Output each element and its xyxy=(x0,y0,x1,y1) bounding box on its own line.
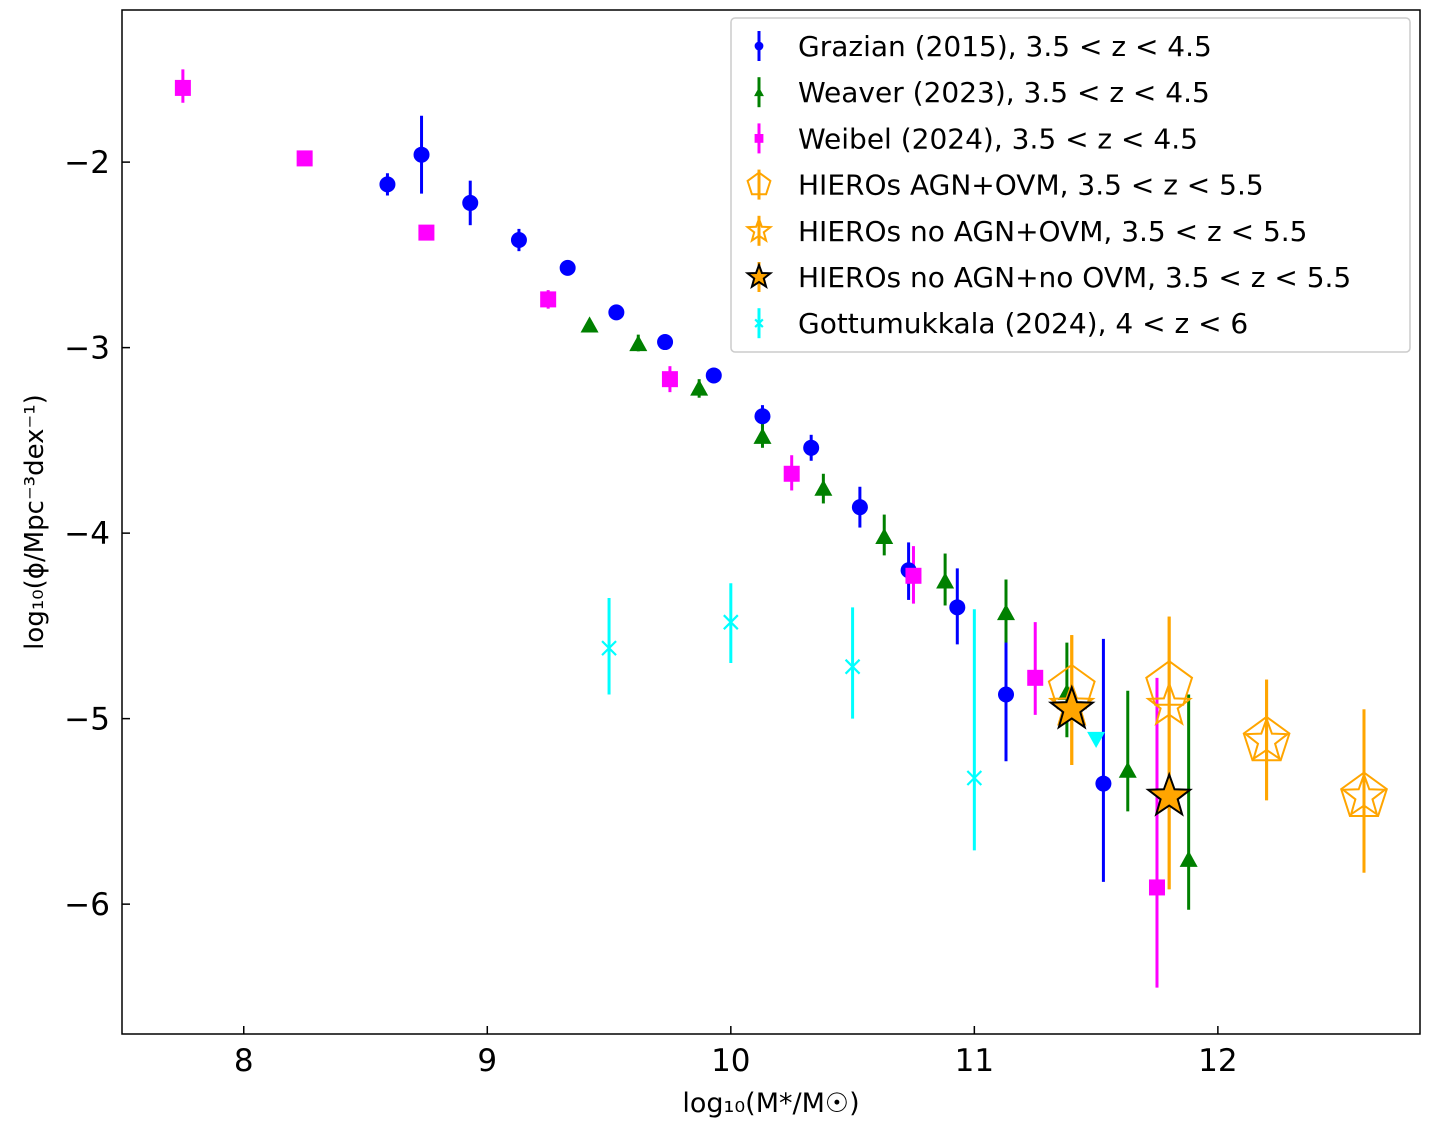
data-point-series-1 xyxy=(559,259,576,276)
x-tick-label: 11 xyxy=(955,1043,994,1079)
data-point-series-2 xyxy=(1118,761,1137,778)
x-tick-label: 9 xyxy=(477,1043,497,1079)
data-point-series-6 xyxy=(1145,771,1193,817)
data-point-series-4 xyxy=(1145,659,1194,706)
legend-marker-3 xyxy=(754,134,764,143)
data-point-series-1 xyxy=(803,439,820,456)
data-point-series-3 xyxy=(174,79,191,96)
legend-marker-6 xyxy=(744,262,774,290)
data-point-series-7 xyxy=(966,770,983,786)
data-point-series-3 xyxy=(296,150,313,167)
legend: Grazian (2015), 3.5 < z < 4.5 Weaver (202… xyxy=(730,17,1411,353)
upper-limit-marker xyxy=(1087,731,1106,749)
legend-marker-5 xyxy=(744,215,774,243)
data-point-series-4 xyxy=(1242,715,1291,762)
y-tick-label: −3 xyxy=(64,331,110,367)
legend-frame xyxy=(730,17,1411,353)
data-point-series-3 xyxy=(783,465,800,482)
data-point-series-3 xyxy=(661,371,678,388)
data-point-series-4 xyxy=(1340,771,1388,817)
legend-label-7: Gottumukkala (2024), 4 < z < 6 xyxy=(798,307,1248,340)
legend-marker-2 xyxy=(754,87,764,97)
x-tick-label: 12 xyxy=(1198,1043,1237,1079)
data-point-series-1 xyxy=(462,194,479,211)
data-point-series-1 xyxy=(705,367,722,384)
data-point-series-1 xyxy=(998,686,1015,703)
data-point-series-2 xyxy=(1179,850,1198,867)
data-point-series-7 xyxy=(723,614,739,630)
data-point-series-1 xyxy=(1095,775,1112,792)
data-point-series-3 xyxy=(1027,669,1044,686)
legend-label-3: Weibel (2024), 3.5 < z < 4.5 xyxy=(798,122,1198,155)
data-point-series-3 xyxy=(1148,879,1165,896)
y-axis-label: log₁₀(ϕ/Mpc⁻³dex⁻¹) xyxy=(20,394,50,650)
data-point-series-3 xyxy=(540,291,557,308)
data-point-series-5 xyxy=(1340,771,1388,817)
data-markers xyxy=(174,79,1388,896)
x-axis: 8 9 10 11 12 xyxy=(234,1026,1238,1079)
legend-label-6: HIEROs no AGN+no OVM, 3.5 < z < 5.5 xyxy=(798,261,1351,294)
data-point-series-2 xyxy=(936,572,955,589)
data-point-series-3 xyxy=(418,224,435,241)
data-point-series-2 xyxy=(629,334,648,352)
legend-label-1: Grazian (2015), 3.5 < z < 4.5 xyxy=(798,30,1212,63)
data-point-series-7 xyxy=(844,658,861,675)
data-point-series-2 xyxy=(814,479,833,496)
y-axis: −2 −3 −4 −5 −6 xyxy=(64,145,130,923)
legend-marker-1 xyxy=(754,41,764,51)
data-point-series-5 xyxy=(1145,680,1193,726)
data-point-series-1 xyxy=(949,599,966,616)
plot-frame xyxy=(121,9,1421,1035)
data-point-series-1 xyxy=(510,232,527,249)
data-point-series-2 xyxy=(997,603,1016,621)
y-tick-label: −4 xyxy=(64,516,110,552)
legend-label-2: Weaver (2023), 3.5 < z < 4.5 xyxy=(798,76,1210,109)
data-point-series-1 xyxy=(754,408,771,425)
data-point-series-7 xyxy=(601,640,617,656)
data-point-series-1 xyxy=(608,304,625,321)
data-point-series-5 xyxy=(1242,715,1291,762)
x-axis-label: log₁₀(M*/M☉) xyxy=(682,1088,859,1119)
data-point-series-2 xyxy=(875,527,894,545)
legend-label-4: HIEROs AGN+OVM, 3.5 < z < 5.5 xyxy=(798,169,1264,202)
data-point-series-1 xyxy=(851,499,868,516)
x-tick-label: 10 xyxy=(711,1043,750,1079)
y-tick-label: −5 xyxy=(64,702,110,738)
data-point-series-1 xyxy=(413,146,430,163)
legend-label-5: HIEROs no AGN+OVM, 3.5 < z < 5.5 xyxy=(798,215,1307,248)
y-tick-label: −2 xyxy=(64,145,110,181)
data-point-series-6 xyxy=(1047,684,1096,730)
data-point-series-1 xyxy=(657,334,674,351)
data-point-series-2 xyxy=(580,316,599,333)
legend-marker-4 xyxy=(746,171,772,196)
data-point-series-2 xyxy=(753,427,772,444)
data-point-series-3 xyxy=(905,567,922,584)
y-tick-label: −6 xyxy=(64,887,110,923)
x-tick-label: 8 xyxy=(234,1043,254,1079)
legend-marker-7 xyxy=(754,318,764,328)
data-point-series-2 xyxy=(690,379,709,396)
data-point-series-1 xyxy=(379,176,396,193)
